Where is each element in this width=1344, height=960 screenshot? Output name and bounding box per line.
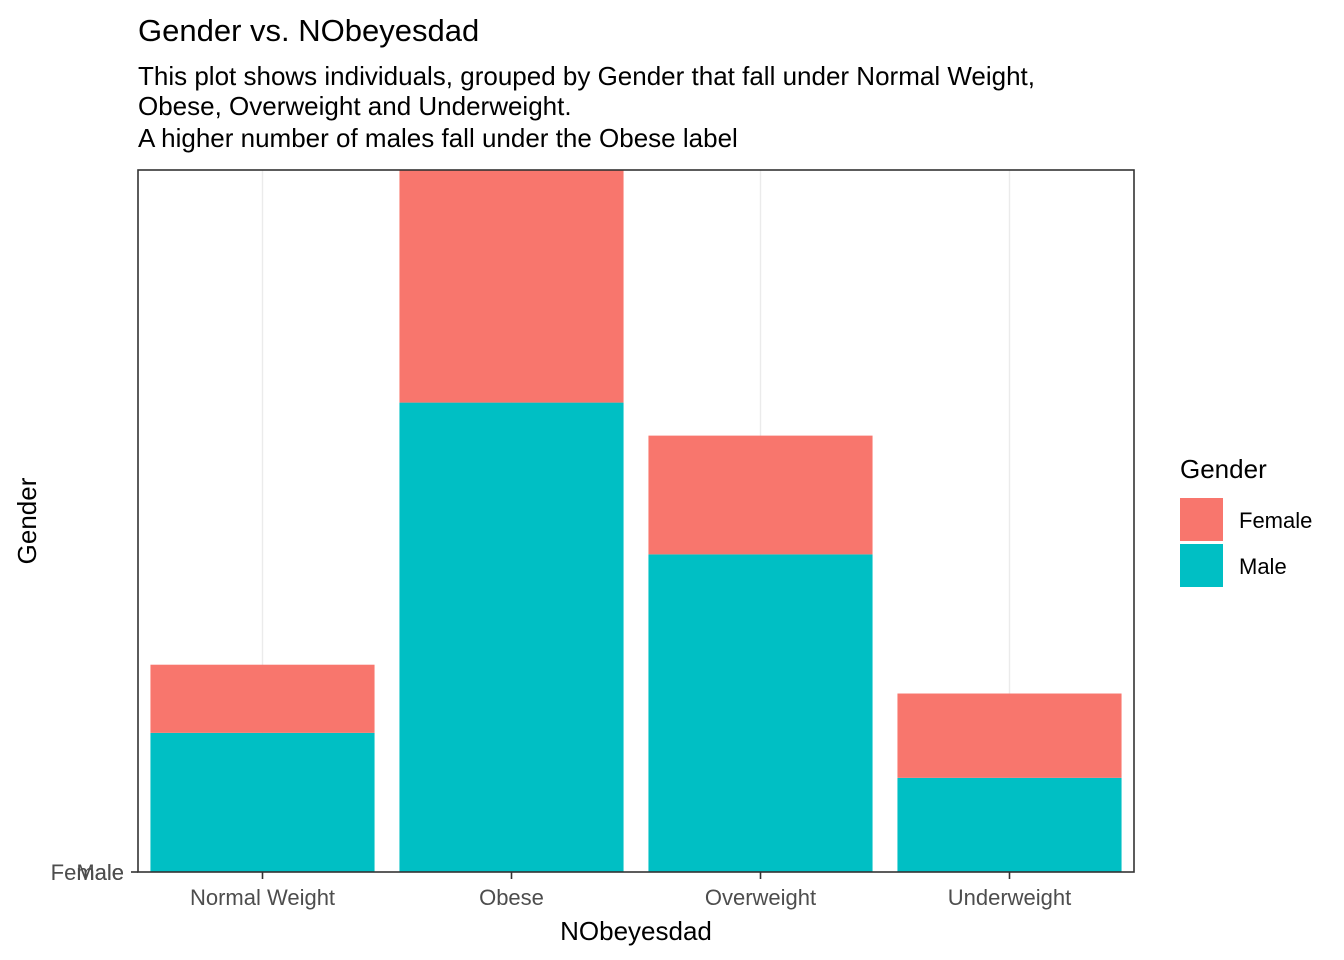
bar-male-normal-weight — [150, 732, 375, 872]
x-axis-title: NObeyesdad — [560, 916, 712, 946]
bar-male-obese — [399, 402, 624, 872]
bar-male-overweight — [648, 554, 873, 872]
chart-title: Gender vs. NObeyesdad — [138, 13, 479, 48]
bar-female-underweight — [897, 693, 1122, 778]
chart-subtitle-line-3: A higher number of males fall under the … — [138, 123, 738, 153]
plot-border — [137, 169, 1135, 873]
x-tick-label: Obese — [479, 885, 544, 910]
legend-key-male — [1180, 544, 1223, 587]
x-tick-label: Normal Weight — [190, 885, 335, 910]
legend-title: Gender — [1180, 454, 1267, 484]
bar-female-obese — [399, 170, 624, 403]
legend-keys: Female Male — [1180, 498, 1312, 587]
bar-female-normal-weight — [150, 664, 375, 733]
bar-male-underweight — [897, 777, 1122, 872]
legend-label-female: Female — [1239, 508, 1312, 533]
chart-subtitle-line-2: Obese, Overweight and Underweight. — [138, 91, 572, 121]
plot-area — [137, 169, 1135, 873]
y-axis-title: Gender — [12, 477, 42, 564]
x-tick-label: Overweight — [705, 885, 816, 910]
x-axis: Normal Weight Obese Overweight Underweight — [190, 872, 1071, 910]
bar-female-overweight — [648, 435, 873, 555]
legend: Gender Female Male — [1180, 454, 1312, 587]
y-tick-label: Male — [76, 860, 124, 885]
bars — [150, 170, 1122, 872]
x-tick-label: Underweight — [948, 885, 1072, 910]
y-tick-label: Female — [51, 860, 124, 885]
legend-key-female — [1180, 498, 1223, 541]
legend-label-male: Male — [1239, 554, 1287, 579]
chart-subtitle-line-1: This plot shows individuals, grouped by … — [138, 61, 1035, 91]
